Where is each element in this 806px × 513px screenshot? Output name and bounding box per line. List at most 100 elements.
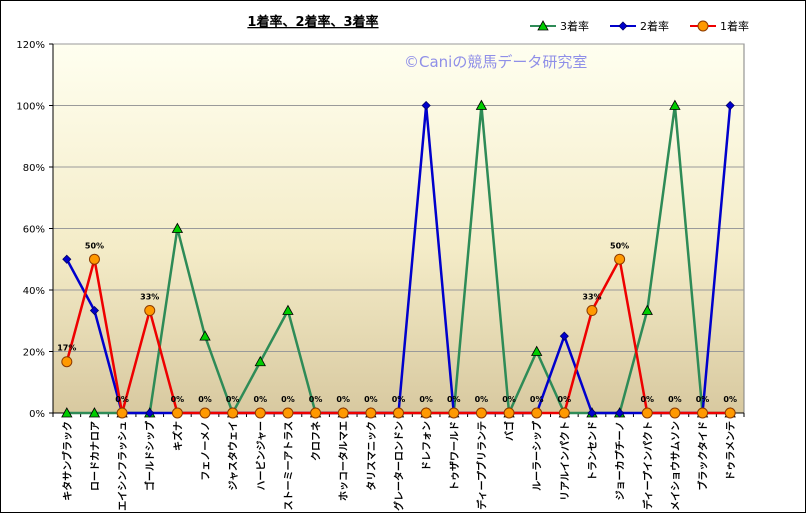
data-label: 0% bbox=[502, 395, 516, 404]
marker-triangle bbox=[171, 222, 184, 233]
x-category-label: ドゥラメンテ bbox=[725, 421, 737, 481]
marker-circle bbox=[724, 407, 736, 419]
marker-circle bbox=[61, 356, 73, 368]
data-label: 0% bbox=[668, 395, 682, 404]
x-category-label: ジャスタウェイ bbox=[228, 421, 240, 491]
marker-triangle bbox=[61, 407, 73, 418]
marker-circle bbox=[531, 407, 543, 419]
x-category-label: タリスマニック bbox=[366, 421, 378, 491]
data-label: 33% bbox=[582, 293, 601, 302]
data-label: 0% bbox=[419, 395, 433, 404]
y-tick-label: 20% bbox=[23, 348, 45, 359]
data-label: 0% bbox=[530, 395, 544, 404]
x-category-label: ディープブリランテ bbox=[475, 421, 488, 510]
marker-circle bbox=[641, 407, 653, 419]
data-label: 0% bbox=[171, 395, 185, 404]
marker-circle bbox=[697, 20, 709, 32]
x-category-label: ホッコータルマエ bbox=[338, 421, 350, 501]
marker-circle bbox=[227, 407, 239, 419]
x-category-label: キズナ bbox=[171, 421, 184, 451]
marker-triangle bbox=[475, 99, 488, 110]
x-category-label: キタサンブラック bbox=[61, 421, 74, 501]
x-category-label: グレーターロンドン bbox=[393, 421, 406, 511]
marker-circle bbox=[393, 407, 404, 419]
x-category-label: ブラックタイド bbox=[697, 421, 710, 491]
x-category-label: エイシンフラッシュ bbox=[117, 421, 129, 511]
legend: 3着率 2着率 1着率 bbox=[530, 19, 749, 33]
marker-circle bbox=[503, 407, 515, 419]
marker-circle bbox=[310, 407, 322, 419]
marker-circle bbox=[365, 407, 377, 419]
legend-label: 2着率 bbox=[640, 19, 669, 33]
x-category-label: ゴールドシップ bbox=[144, 420, 157, 491]
y-tick-label: 120% bbox=[16, 40, 45, 51]
x-category-label: ストーミーアトラス bbox=[283, 421, 295, 510]
series-layer bbox=[61, 99, 736, 419]
data-label: 0% bbox=[392, 395, 406, 404]
marker-triangle bbox=[537, 20, 549, 31]
marker-circle bbox=[448, 407, 460, 419]
x-category-label: リアルインパクト bbox=[559, 421, 571, 501]
marker-circle bbox=[116, 407, 128, 419]
x-category-label: ドレフォン bbox=[421, 421, 433, 471]
marker-circle bbox=[282, 407, 294, 419]
data-label: 0% bbox=[281, 395, 295, 404]
x-category-label: ディープインパクト bbox=[641, 421, 654, 510]
marker-triangle bbox=[88, 407, 101, 418]
marker-circle bbox=[558, 407, 570, 419]
x-category-label: バゴ bbox=[503, 421, 516, 441]
marker-circle bbox=[337, 407, 349, 419]
data-label: 0% bbox=[198, 395, 212, 404]
marker-triangle bbox=[199, 330, 211, 341]
x-category-label: ジョーカプチーノ bbox=[614, 421, 627, 500]
data-label: 33% bbox=[140, 293, 159, 302]
x-category-label: トランセンド bbox=[587, 421, 599, 481]
marker-triangle bbox=[531, 345, 543, 356]
x-category-label: クロフネ bbox=[311, 421, 323, 461]
x-category-label: フェノーメノ bbox=[200, 421, 212, 481]
data-label: 17% bbox=[57, 344, 76, 353]
marker-circle bbox=[171, 407, 183, 419]
x-category-label: トゥザワールド bbox=[449, 421, 461, 491]
marker-triangle bbox=[641, 304, 653, 315]
series-3 bbox=[61, 253, 736, 419]
y-tick-label: 60% bbox=[23, 225, 45, 236]
data-label: 0% bbox=[226, 395, 240, 404]
marker-circle bbox=[614, 253, 626, 265]
marker-circle bbox=[88, 253, 100, 265]
chart-title: 1着率、2着率、3着率 bbox=[247, 14, 378, 30]
data-label: 0% bbox=[447, 395, 461, 404]
marker-circle bbox=[199, 407, 211, 419]
data-label: 0% bbox=[115, 395, 129, 404]
x-category-label: ロードカナロア bbox=[89, 421, 101, 491]
legend-label: 3着率 bbox=[560, 19, 589, 33]
y-tick-label: 0% bbox=[29, 409, 45, 420]
data-label: 0% bbox=[336, 395, 350, 404]
marker-circle bbox=[586, 305, 598, 317]
marker-diamond bbox=[62, 254, 72, 264]
x-category-label: ハービンジャー bbox=[254, 421, 267, 491]
y-axis: 0% 20% 40% 60% 80% 100% 120% bbox=[16, 40, 54, 420]
data-labels: 17% 50% 0% 33% 0% 0% 0% 0% 0% 0% 0% 0% 0% 0% 0% 0% 0% 0% 0… bbox=[57, 241, 737, 404]
marker-diamond bbox=[145, 408, 155, 418]
marker-diamond bbox=[421, 100, 431, 111]
marker-circle bbox=[669, 407, 681, 419]
data-label: 0% bbox=[254, 395, 268, 404]
y-tick-label: 80% bbox=[23, 163, 45, 174]
data-label: 0% bbox=[696, 395, 710, 404]
legend-label: 1着率 bbox=[720, 19, 749, 33]
marker-diamond bbox=[725, 100, 735, 111]
data-label: 0% bbox=[723, 395, 737, 404]
marker-circle bbox=[144, 305, 156, 317]
marker-circle bbox=[697, 407, 709, 419]
marker-diamond bbox=[615, 408, 625, 418]
x-category-label: ルーラーシップ bbox=[531, 420, 544, 491]
marker-circle bbox=[254, 407, 266, 419]
marker-diamond bbox=[587, 408, 597, 418]
legend-item-2: 2着率 bbox=[610, 19, 669, 33]
y-tick-label: 100% bbox=[16, 102, 45, 113]
data-label: 0% bbox=[475, 395, 489, 404]
marker-diamond bbox=[618, 21, 628, 31]
data-label: 0% bbox=[364, 395, 378, 404]
